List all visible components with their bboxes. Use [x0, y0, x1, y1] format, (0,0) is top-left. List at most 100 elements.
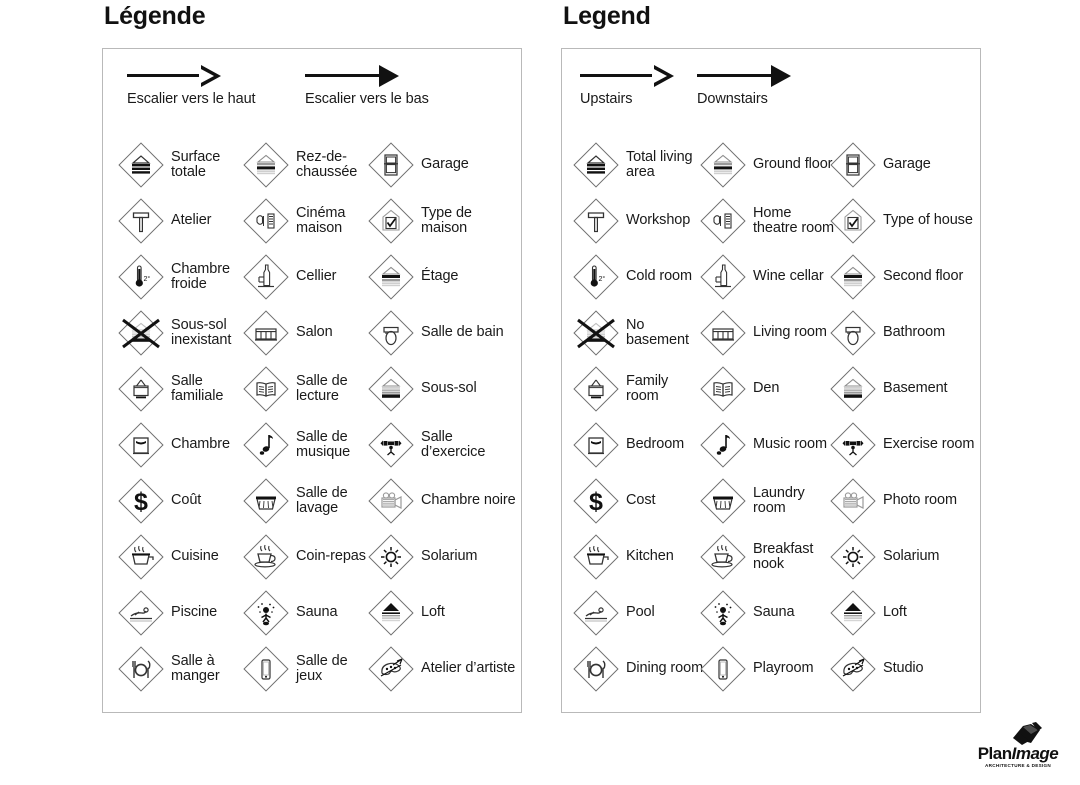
- living-room-sofa-icon: [699, 309, 747, 357]
- legend-row: Kitchen Breakfast nook Solarium: [562, 529, 980, 585]
- legend-row: $ Cost Laundry room Photo room: [562, 473, 980, 529]
- legend-row: Salle à manger Salle de jeux Atelier d’art…: [103, 641, 521, 697]
- legend-entry: Salle d’exercice: [367, 417, 517, 473]
- legend-entry: Dining room: [572, 641, 704, 697]
- legend-entry: Second floor: [829, 249, 979, 305]
- cold-room-thermometer-icon: 2°: [117, 253, 165, 301]
- legend-entry: Atelier d’artiste: [367, 641, 517, 697]
- legend-entry-label: Salle familiale: [171, 372, 224, 404]
- legend-entry-label: Cuisine: [171, 548, 219, 565]
- legend-entry: Laundry room: [699, 473, 835, 529]
- legend-entry-label: Coin-repas: [296, 548, 366, 565]
- family-room-tv-icon: [572, 365, 620, 413]
- legend-entry: Playroom: [699, 641, 835, 697]
- home-theatre-icon: [242, 197, 290, 245]
- type-of-house-icon: [367, 197, 415, 245]
- stairs-down-label: Downstairs: [697, 91, 768, 107]
- legend-entry: Basement: [829, 361, 979, 417]
- legend-entry: Family room: [572, 361, 704, 417]
- legend-entry-label: Bedroom: [626, 436, 685, 453]
- legend-entry-label: Music room: [753, 436, 827, 453]
- legend-entry: Bathroom: [829, 305, 979, 361]
- photo-room-icon: [367, 477, 415, 525]
- svg-text:2°: 2°: [144, 275, 151, 283]
- legend-entry: Cuisine: [117, 529, 245, 585]
- bedroom-icon: [572, 421, 620, 469]
- legend-entry: Salle de lecture: [242, 361, 370, 417]
- legend-entry: Coin-repas: [242, 529, 370, 585]
- legend-entry-label: Pool: [626, 604, 655, 621]
- legend-entry-label: Workshop: [626, 212, 691, 229]
- legend-entry-label: Cold room: [626, 268, 692, 285]
- legend-entry: Loft: [367, 585, 517, 641]
- legend-entry-label: Chambre froide: [171, 260, 230, 292]
- legend-row: Total living area Ground floor Garage: [562, 137, 980, 193]
- legend-row: Pool Sauna Loft: [562, 585, 980, 641]
- legend-entry: Exercise room: [829, 417, 979, 473]
- cold-room-thermometer-icon: 2°: [572, 253, 620, 301]
- sauna-icon: [242, 589, 290, 637]
- legend-entry-label: Type de maison: [421, 204, 472, 236]
- legend-entry: $ Coût: [117, 473, 245, 529]
- legend-entry: Sauna: [242, 585, 370, 641]
- legend-row: Chambre Salle de musique Salle d’exercice: [103, 417, 521, 473]
- bedroom-icon: [117, 421, 165, 469]
- planimage-logo: PlanImage ARCHITECTURE & DESIGN: [963, 722, 1073, 774]
- legend-row: Atelier Cinéma maison Type de maison: [103, 193, 521, 249]
- legend-entry: Workshop: [572, 193, 704, 249]
- second-floor-icon: [367, 253, 415, 301]
- legend-entry: Home theatre room: [699, 193, 835, 249]
- legend-entry: Type of house: [829, 193, 979, 249]
- legend-row: Dining room Playroom Studio: [562, 641, 980, 697]
- legend-entry-label: Solarium: [883, 548, 940, 565]
- legend-entry: Den: [699, 361, 835, 417]
- legend-entry: 2° Chambre froide: [117, 249, 245, 305]
- legend-entry-label: Loft: [883, 604, 907, 621]
- total-living-area-icon: [572, 141, 620, 189]
- laundry-room-icon: [242, 477, 290, 525]
- legend-entry-label: Sauna: [753, 604, 795, 621]
- legend-row: Bedroom Music room Exercise room: [562, 417, 980, 473]
- exercise-room-icon: [829, 421, 877, 469]
- legend-entry: Bedroom: [572, 417, 704, 473]
- legend-entry-label: Sauna: [296, 604, 338, 621]
- legend-panel-fr: Escalier vers le haut Escalier vers le b…: [102, 48, 522, 713]
- dining-room-cutlery-icon: [572, 645, 620, 693]
- pool-swimmer-icon: [572, 589, 620, 637]
- second-floor-icon: [829, 253, 877, 301]
- legend-entry-label: Atelier d’artiste: [421, 660, 516, 677]
- cost-dollar-icon: $: [117, 477, 165, 525]
- legend-entry-label: Breakfast nook: [753, 540, 814, 572]
- legend-entry-label: Studio: [883, 660, 924, 677]
- legend-entry: Solarium: [829, 529, 979, 585]
- page-title-en: Legend: [563, 2, 651, 30]
- legend-entry: Atelier: [117, 193, 245, 249]
- legend-entry: Sous-sol: [367, 361, 517, 417]
- svg-text:2°: 2°: [599, 275, 606, 283]
- legend-entry-label: Solarium: [421, 548, 478, 565]
- page-title-fr: Légende: [104, 2, 206, 30]
- legend-entry-label: Total living area: [626, 148, 693, 180]
- arrow-outline-icon: [127, 63, 235, 89]
- legend-entry-label: Exercise room: [883, 436, 975, 453]
- legend-entry-label: Playroom: [753, 660, 814, 677]
- legend-entry: No basement: [572, 305, 704, 361]
- legend-entry-label: Dining room: [626, 660, 704, 677]
- legend-row: $ Coût Salle de lavage Chambre noire: [103, 473, 521, 529]
- legend-row: Surface totale Rez-de-chaussée Garage: [103, 137, 521, 193]
- stairs-down-item: Escalier vers le bas: [305, 63, 429, 107]
- legend-row: Cuisine Coin-repas Solarium: [103, 529, 521, 585]
- legend-entry-label: Salle de lecture: [296, 372, 348, 404]
- legend-entry-label: Cost: [626, 492, 656, 509]
- pool-swimmer-icon: [117, 589, 165, 637]
- kitchen-pot-icon: [572, 533, 620, 581]
- legend-entry: Chambre noire: [367, 473, 517, 529]
- legend-row: 2° Chambre froide Cellier Étage: [103, 249, 521, 305]
- legend-entry: Salon: [242, 305, 370, 361]
- solarium-sun-icon: [829, 533, 877, 581]
- kitchen-pot-icon: [117, 533, 165, 581]
- legend-row: Piscine Sauna Loft: [103, 585, 521, 641]
- legend-entry: Pool: [572, 585, 704, 641]
- stairs-up-item: Escalier vers le haut: [127, 63, 256, 107]
- home-theatre-icon: [699, 197, 747, 245]
